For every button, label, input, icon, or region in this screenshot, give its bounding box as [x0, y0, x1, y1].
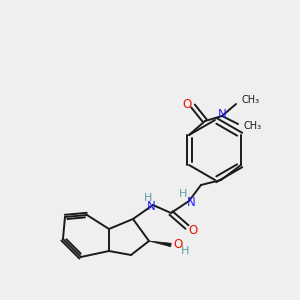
Text: O: O	[173, 238, 183, 250]
Polygon shape	[149, 241, 171, 247]
Text: CH₃: CH₃	[241, 95, 259, 105]
Text: N: N	[147, 200, 155, 214]
Text: O: O	[182, 98, 192, 110]
Text: H: H	[179, 189, 187, 199]
Text: N: N	[187, 196, 195, 208]
Text: O: O	[188, 224, 198, 236]
Text: CH₃: CH₃	[243, 121, 261, 131]
Text: N: N	[218, 109, 226, 122]
Text: H: H	[144, 193, 152, 203]
Text: H: H	[181, 246, 189, 256]
